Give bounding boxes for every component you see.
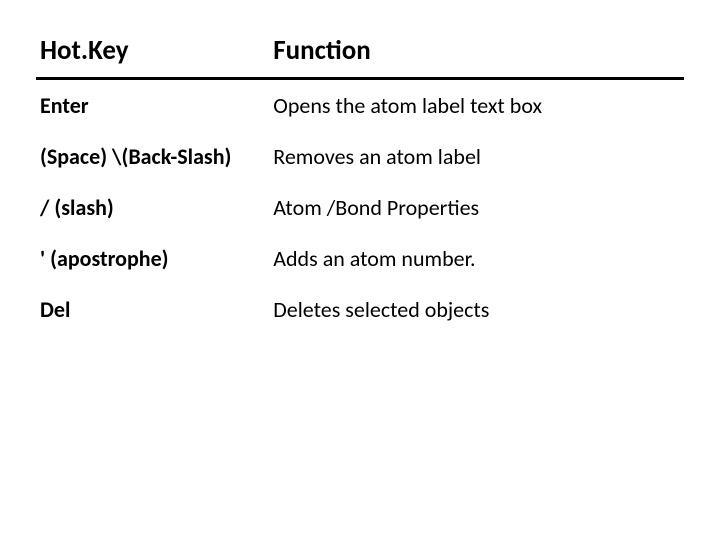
table-row: Enter Opens the atom label text box — [36, 79, 684, 132]
table-row: Del Deletes selected objects — [36, 284, 684, 335]
cell-function: Adds an atom number. — [269, 233, 684, 284]
cell-hotkey: ' (apostrophe) — [36, 233, 269, 284]
cell-function: Deletes selected objects — [269, 284, 684, 335]
hotkey-table: Hot.Key Function Enter Opens the atom la… — [36, 28, 684, 335]
cell-hotkey: Enter — [36, 79, 269, 132]
cell-hotkey: (Space) \(Back-Slash) — [36, 131, 269, 182]
header-hotkey: Hot.Key — [36, 28, 269, 79]
cell-hotkey: Del — [36, 284, 269, 335]
cell-hotkey: / (slash) — [36, 182, 269, 233]
hotkey-table-container: Hot.Key Function Enter Opens the atom la… — [0, 0, 720, 335]
table-header-row: Hot.Key Function — [36, 28, 684, 79]
cell-function: Atom /Bond Properties — [269, 182, 684, 233]
table-row: / (slash) Atom /Bond Properties — [36, 182, 684, 233]
cell-function: Removes an atom label — [269, 131, 684, 182]
cell-function: Opens the atom label text box — [269, 79, 684, 132]
header-function: Function — [269, 28, 684, 79]
table-row: (Space) \(Back-Slash) Removes an atom la… — [36, 131, 684, 182]
table-row: ' (apostrophe) Adds an atom number. — [36, 233, 684, 284]
